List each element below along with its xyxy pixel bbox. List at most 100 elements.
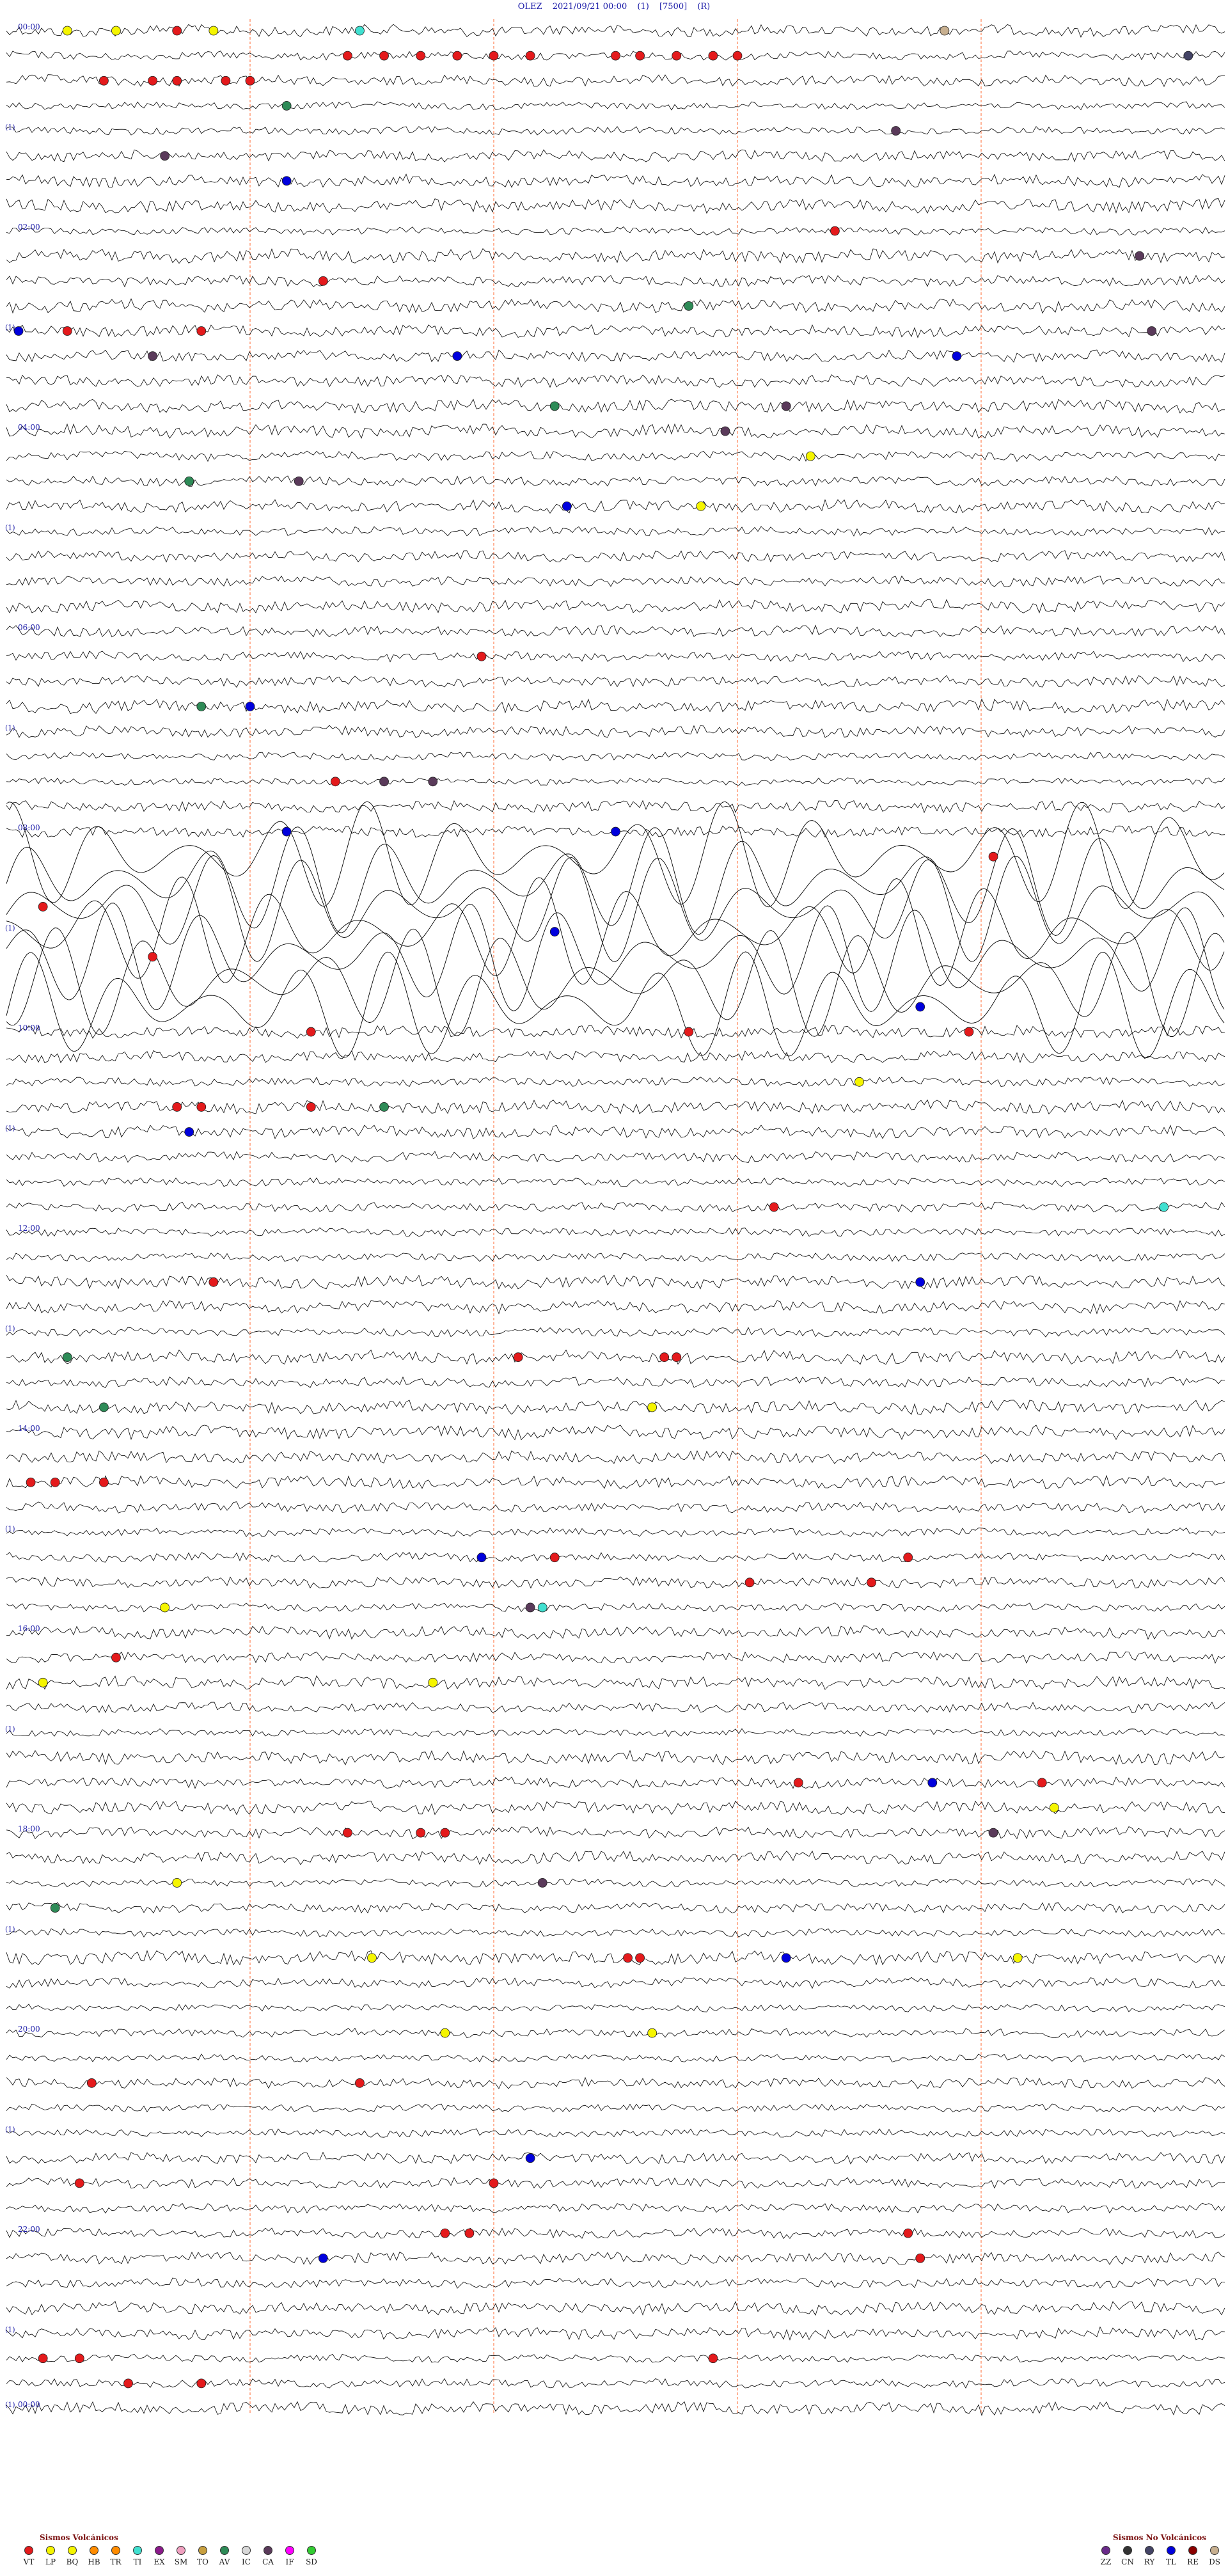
event-marker-vt[interactable] [98,75,109,86]
event-marker-av[interactable] [379,1102,389,1112]
event-marker-vt[interactable] [525,51,535,61]
event-marker-vt[interactable] [379,51,389,61]
event-marker-bq[interactable] [172,1877,182,1888]
event-marker-tl[interactable] [281,176,292,186]
event-marker-vt[interactable] [708,2353,718,2364]
event-marker-vt[interactable] [635,51,645,61]
event-marker-vt[interactable] [38,902,48,912]
event-marker-ca[interactable] [428,777,438,787]
event-marker-av[interactable] [50,1903,60,1913]
event-marker-vt[interactable] [903,2228,913,2238]
event-marker-vt[interactable] [50,1477,60,1487]
event-marker-vt[interactable] [440,1828,450,1838]
event-marker-vt[interactable] [123,2378,133,2389]
event-marker-tl[interactable] [13,326,24,336]
event-marker-tl[interactable] [184,1127,194,1137]
event-marker-vt[interactable] [148,75,158,86]
event-marker-vt[interactable] [343,51,352,61]
event-marker-bq[interactable] [209,26,219,36]
event-marker-vt[interactable] [769,1202,779,1212]
event-marker-ti[interactable] [355,26,365,36]
event-marker-ry[interactable] [1183,51,1193,61]
event-marker-ds[interactable] [940,26,950,36]
event-marker-tl[interactable] [281,826,292,837]
event-marker-bq[interactable] [805,451,815,461]
event-marker-vt[interactable] [416,1828,426,1838]
event-marker-vt[interactable] [209,1277,219,1287]
event-marker-vt[interactable] [489,51,499,61]
event-marker-tl[interactable] [525,2153,535,2163]
event-marker-vt[interactable] [111,1652,121,1663]
event-marker-vt[interactable] [318,276,328,286]
event-marker-ca[interactable] [1147,326,1157,336]
event-marker-ti[interactable] [1159,1202,1169,1212]
event-marker-vt[interactable] [416,51,426,61]
event-marker-vt[interactable] [38,2353,48,2364]
event-marker-bq[interactable] [1049,1803,1059,1813]
event-marker-av[interactable] [98,1402,109,1412]
event-marker-bq[interactable] [647,1402,657,1412]
event-marker-vt[interactable] [489,2178,499,2188]
event-marker-vt[interactable] [830,226,840,236]
event-marker-tl[interactable] [915,1277,925,1287]
event-marker-vt[interactable] [74,2353,84,2364]
event-marker-vt[interactable] [903,1553,913,1563]
event-marker-ca[interactable] [1135,251,1145,261]
event-marker-vt[interactable] [74,2178,84,2188]
event-marker-vt[interactable] [659,1352,670,1363]
event-marker-vt[interactable] [708,51,718,61]
event-marker-bq[interactable] [62,26,72,36]
event-marker-vt[interactable] [867,1577,876,1588]
event-marker-tl[interactable] [611,826,620,837]
event-marker-tl[interactable] [952,351,962,361]
event-marker-tl[interactable] [476,1553,487,1563]
event-marker-vt[interactable] [793,1778,803,1788]
event-marker-av[interactable] [184,476,194,486]
event-marker-tl[interactable] [915,1002,925,1012]
event-marker-vt[interactable] [172,26,182,36]
event-marker-vt[interactable] [306,1102,316,1112]
event-marker-vt[interactable] [672,1352,682,1363]
event-marker-ca[interactable] [525,1602,535,1613]
event-marker-vt[interactable] [513,1352,523,1363]
event-marker-vt[interactable] [684,1027,694,1037]
event-marker-tl[interactable] [452,351,462,361]
event-marker-ca[interactable] [379,777,389,787]
event-marker-vt[interactable] [221,75,231,86]
event-marker-vt[interactable] [964,1027,974,1037]
event-marker-vt[interactable] [355,2078,365,2088]
event-marker-vt[interactable] [148,952,158,962]
event-marker-vt[interactable] [464,2228,475,2238]
event-marker-vt[interactable] [196,2378,207,2389]
event-marker-tl[interactable] [318,2253,328,2263]
event-marker-ca[interactable] [988,1828,998,1838]
event-marker-bq[interactable] [38,1677,48,1687]
event-marker-vt[interactable] [440,2228,450,2238]
event-marker-vt[interactable] [1037,1778,1047,1788]
event-marker-bq[interactable] [160,1602,170,1613]
event-marker-ca[interactable] [537,1877,547,1888]
event-marker-bq[interactable] [367,1953,377,1963]
event-marker-vt[interactable] [915,2253,925,2263]
event-marker-av[interactable] [549,401,560,411]
event-marker-tl[interactable] [562,502,572,511]
event-marker-bq[interactable] [111,26,121,36]
event-marker-bq[interactable] [647,2028,657,2038]
event-marker-ca[interactable] [160,151,170,161]
event-marker-vt[interactable] [988,851,998,862]
event-marker-vt[interactable] [245,75,255,86]
event-marker-vt[interactable] [86,2078,97,2088]
event-marker-tl[interactable] [245,702,255,711]
event-marker-vt[interactable] [611,51,620,61]
event-marker-bq[interactable] [440,2028,450,2038]
event-marker-ca[interactable] [720,426,730,436]
event-marker-ca[interactable] [294,476,304,486]
event-marker-vt[interactable] [330,777,340,787]
event-marker-vt[interactable] [672,51,682,61]
event-marker-vt[interactable] [62,326,72,336]
event-marker-bq[interactable] [1012,1953,1023,1963]
event-marker-vt[interactable] [98,1477,109,1487]
event-marker-bq[interactable] [428,1677,438,1687]
event-marker-vt[interactable] [476,651,487,661]
event-marker-av[interactable] [281,100,292,111]
